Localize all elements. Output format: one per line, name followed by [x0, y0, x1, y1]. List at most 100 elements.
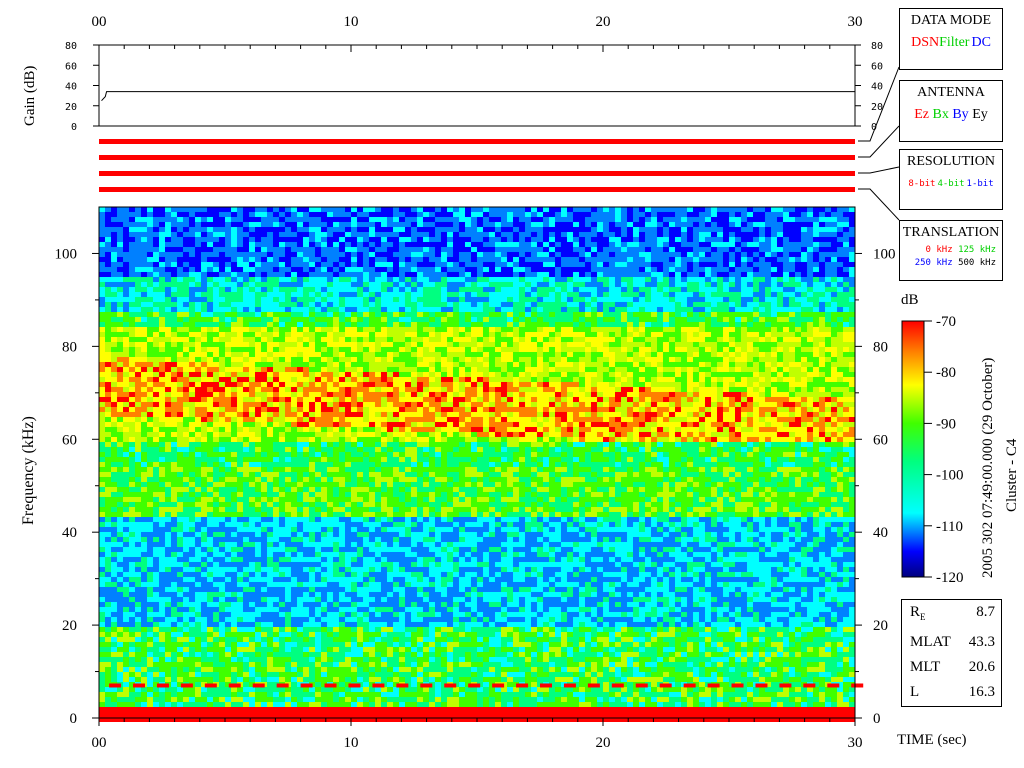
heatmap-cell [219, 567, 225, 572]
heatmap-cell [261, 687, 267, 692]
heatmap-cell [111, 397, 117, 402]
heatmap-cell [375, 587, 381, 592]
heatmap-cell [117, 582, 123, 587]
heatmap-cell [279, 407, 285, 412]
heatmap-cell [141, 327, 147, 332]
heatmap-cell [231, 222, 237, 227]
heatmap-cell [345, 572, 351, 577]
heatmap-cell [213, 597, 219, 602]
heatmap-cell [231, 477, 237, 482]
heatmap-cell [309, 472, 315, 477]
heatmap-cell [195, 322, 201, 327]
heatmap-cell [369, 652, 375, 657]
heatmap-cell [363, 532, 369, 537]
heatmap-cell [339, 407, 345, 412]
heatmap-cell [237, 252, 243, 257]
heatmap-cell [147, 472, 153, 477]
heatmap-cell [303, 382, 309, 387]
heatmap-cell [225, 702, 231, 707]
heatmap-cell [237, 587, 243, 592]
heatmap-cell [159, 622, 165, 627]
heatmap-cell [183, 272, 189, 277]
heatmap-cell [255, 622, 261, 627]
heatmap-cell [183, 537, 189, 542]
translation-connector [858, 188, 900, 221]
heatmap-cell [165, 327, 171, 332]
heatmap-cell [225, 412, 231, 417]
heatmap-cell [321, 397, 327, 402]
heatmap-cell [147, 312, 153, 317]
heatmap-cell [291, 512, 297, 517]
heatmap-cell [267, 457, 273, 462]
heatmap-cell [363, 692, 369, 697]
heatmap-cell [369, 207, 375, 212]
heatmap-cell [315, 292, 321, 297]
heatmap-cell [213, 552, 219, 557]
heatmap-cell [135, 322, 141, 327]
heatmap-cell [153, 277, 159, 282]
heatmap-cell [225, 692, 231, 697]
heatmap-cell [135, 597, 141, 602]
heatmap-cell [129, 652, 135, 657]
heatmap-cell [279, 317, 285, 322]
heatmap-cell [183, 252, 189, 257]
heatmap-cell [213, 277, 219, 282]
heatmap-cell [231, 622, 237, 627]
heatmap-cell [273, 322, 279, 327]
heatmap-cell [243, 367, 249, 372]
heatmap-cell [339, 332, 345, 337]
heatmap-cell [357, 557, 363, 562]
heatmap-cell [129, 342, 135, 347]
heatmap-cell [99, 522, 105, 527]
heatmap-cell [225, 317, 231, 322]
heatmap-cell [363, 697, 369, 702]
heatmap-cell [177, 467, 183, 472]
heatmap-cell [375, 547, 381, 552]
heatmap-cell [363, 227, 369, 232]
heatmap-cell [171, 447, 177, 452]
heatmap-cell [141, 442, 147, 447]
heatmap-cell [111, 562, 117, 567]
heatmap-cell [171, 362, 177, 367]
heatmap-cell [195, 692, 201, 697]
heatmap-cell [363, 597, 369, 602]
heatmap-cell [165, 402, 171, 407]
gain-tick-label-right: 60 [871, 61, 883, 72]
heatmap-cell [381, 507, 387, 512]
heatmap-cell [249, 212, 255, 217]
heatmap-cell [105, 412, 111, 417]
heatmap-cell [123, 302, 129, 307]
heatmap-cell [255, 207, 261, 212]
heatmap-cell [207, 567, 213, 572]
heatmap-cell [285, 472, 291, 477]
heatmap-cell [327, 332, 333, 337]
heatmap-cell [321, 607, 327, 612]
heatmap-cell [135, 552, 141, 557]
heatmap-cell [363, 262, 369, 267]
heatmap-cell [297, 272, 303, 277]
heatmap-cell [309, 557, 315, 562]
heatmap-cell [111, 517, 117, 522]
heatmap-cell [141, 507, 147, 512]
heatmap-cell [123, 592, 129, 597]
heatmap-cell [99, 612, 105, 617]
heatmap-cell [333, 552, 339, 557]
heatmap-cell [303, 537, 309, 542]
heatmap-cell [225, 502, 231, 507]
heatmap-cell [357, 402, 363, 407]
heatmap-cell [153, 287, 159, 292]
heatmap-cell [363, 602, 369, 607]
heatmap-cell [153, 577, 159, 582]
heatmap-cell [357, 207, 363, 212]
heatmap-cell [315, 332, 321, 337]
heatmap-cell [237, 562, 243, 567]
heatmap-cell [237, 677, 243, 682]
heatmap-cell [123, 537, 129, 542]
heatmap-cell [123, 702, 129, 707]
heatmap-cell [99, 717, 105, 722]
heatmap-cell [207, 527, 213, 532]
heatmap-cell [207, 282, 213, 287]
heatmap-cell [177, 257, 183, 262]
heatmap-cell [165, 672, 171, 677]
heatmap-cell [111, 447, 117, 452]
